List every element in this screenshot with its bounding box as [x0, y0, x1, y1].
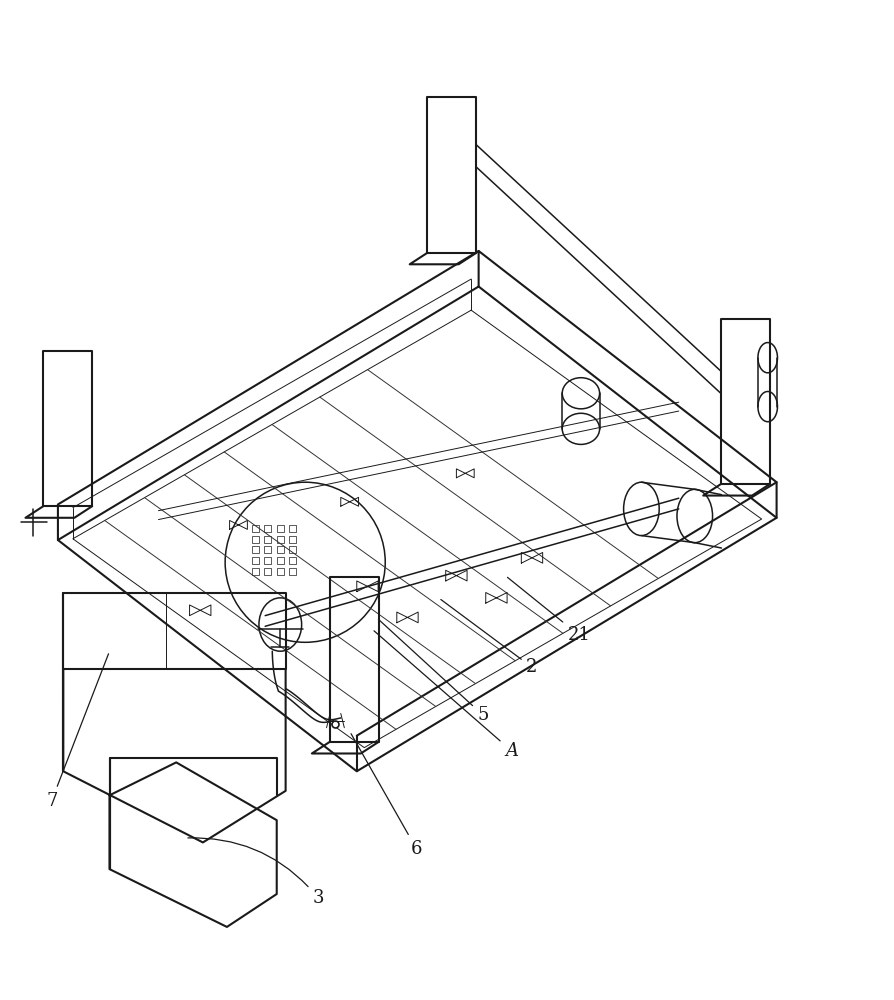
- Text: 2: 2: [441, 599, 537, 676]
- Bar: [289, 546, 296, 553]
- Bar: [276, 536, 283, 543]
- Bar: [251, 536, 258, 543]
- Bar: [264, 557, 271, 564]
- Bar: [289, 536, 296, 543]
- Bar: [264, 525, 271, 532]
- Bar: [289, 525, 296, 532]
- Bar: [264, 536, 271, 543]
- Text: 6: 6: [350, 734, 422, 858]
- Text: A: A: [374, 631, 518, 760]
- Bar: [276, 568, 283, 575]
- Bar: [276, 525, 283, 532]
- Bar: [264, 568, 271, 575]
- Bar: [276, 546, 283, 553]
- Bar: [276, 557, 283, 564]
- Bar: [251, 525, 258, 532]
- Text: 21: 21: [507, 577, 590, 644]
- Bar: [264, 546, 271, 553]
- Text: 3: 3: [188, 838, 324, 907]
- Text: 5: 5: [378, 619, 488, 724]
- Bar: [251, 568, 258, 575]
- Bar: [289, 568, 296, 575]
- Bar: [251, 546, 258, 553]
- Text: 7: 7: [46, 654, 108, 810]
- Bar: [289, 557, 296, 564]
- Bar: [251, 557, 258, 564]
